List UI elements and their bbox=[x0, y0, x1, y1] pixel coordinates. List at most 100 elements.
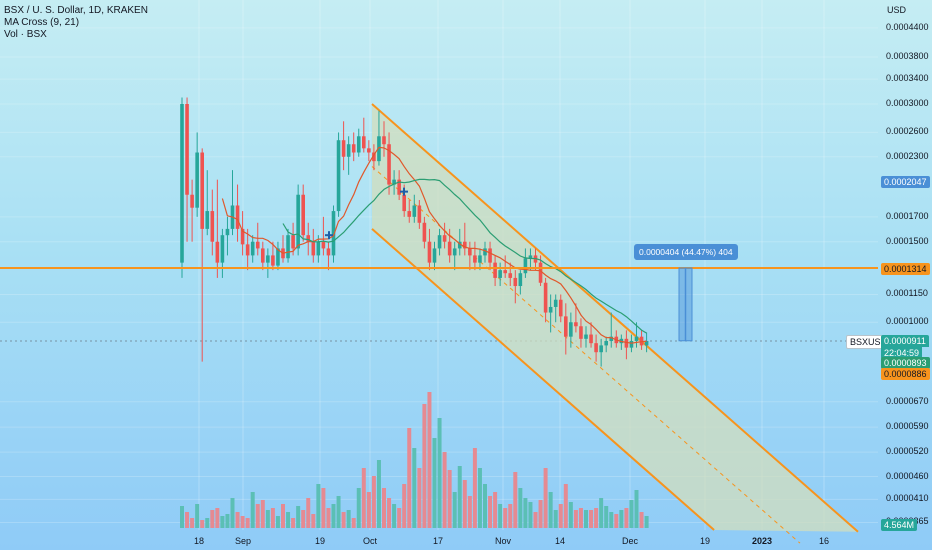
price-tick-label: 0.0000590 bbox=[886, 421, 929, 432]
candle-body bbox=[185, 104, 189, 195]
candle-body bbox=[437, 235, 442, 249]
volume-bar bbox=[437, 418, 442, 528]
descending-channel[interactable] bbox=[371, 103, 859, 544]
volume-bar bbox=[376, 460, 381, 528]
volume-bar bbox=[483, 484, 487, 528]
candle-body bbox=[346, 144, 351, 157]
volume-bar bbox=[639, 512, 644, 528]
time-tick-label: Sep bbox=[234, 536, 252, 546]
price-tick-label: 0.0001150 bbox=[886, 288, 928, 299]
price-tick-label: 0.0000670 bbox=[886, 395, 929, 406]
currency-label: USD bbox=[887, 5, 907, 15]
candle-body bbox=[634, 336, 639, 341]
time-tick-label: 16 bbox=[818, 536, 830, 546]
volume-legend[interactable]: Vol · BSX bbox=[4, 29, 47, 40]
candle-body bbox=[407, 211, 412, 217]
volume-bar bbox=[422, 404, 427, 528]
price-tick-label: 0.0001700 bbox=[886, 210, 929, 221]
candle-body bbox=[639, 336, 644, 346]
ma-slow-line bbox=[282, 178, 647, 334]
volume-bar bbox=[477, 468, 482, 528]
volume-bar bbox=[472, 448, 477, 528]
candle-body bbox=[594, 343, 598, 353]
volume-bar bbox=[250, 492, 255, 528]
candle-body bbox=[447, 241, 452, 256]
volume-bar bbox=[543, 468, 548, 528]
chart-legend: BSX / U. S. Dollar, 1D, KRAKEN MA Cross … bbox=[4, 5, 148, 41]
volume-bar bbox=[392, 504, 397, 528]
volume-bar bbox=[336, 496, 341, 528]
candle-body bbox=[609, 336, 614, 341]
volume-bar bbox=[180, 506, 184, 528]
candle-body bbox=[301, 194, 305, 236]
measure-label[interactable]: 0.0000404 (44.47%) 404 bbox=[634, 244, 738, 260]
candle-body bbox=[473, 255, 477, 263]
volume-bar bbox=[331, 504, 336, 528]
volume-bar bbox=[508, 504, 513, 528]
volume-bar bbox=[609, 512, 614, 528]
time-tick-label: 14 bbox=[554, 536, 566, 546]
candle-body bbox=[427, 241, 432, 263]
ma-slow-tag: 0.0000893 bbox=[881, 357, 930, 369]
volume-bar bbox=[387, 498, 392, 528]
volume-bar bbox=[195, 504, 200, 528]
ma-cross-legend[interactable]: MA Cross (9, 21) bbox=[4, 17, 80, 28]
candle-body bbox=[387, 144, 391, 185]
volume-bar bbox=[513, 472, 518, 528]
volume-bar bbox=[361, 468, 366, 528]
pane-high-tag: 0.0002047 bbox=[881, 176, 930, 188]
volume-bar bbox=[200, 520, 205, 528]
volume-bar bbox=[644, 516, 649, 528]
candle-body bbox=[316, 241, 321, 256]
candle-body bbox=[377, 136, 381, 162]
price-tick-label: 0.0002300 bbox=[886, 150, 929, 161]
candle-body bbox=[356, 136, 361, 153]
volume-bar bbox=[407, 428, 412, 528]
volume-bar bbox=[296, 506, 301, 528]
volume-bar bbox=[457, 466, 462, 528]
volume-bar bbox=[397, 508, 402, 528]
ma-fast-line bbox=[221, 146, 647, 344]
candle-body bbox=[180, 104, 184, 263]
candle-body bbox=[382, 136, 386, 145]
candle-body bbox=[432, 248, 437, 263]
candle-body bbox=[276, 248, 280, 266]
volume-bar bbox=[265, 510, 270, 528]
volume-bar bbox=[351, 518, 356, 528]
volume-bar bbox=[326, 508, 331, 528]
volume-bar bbox=[447, 470, 452, 528]
volume-bar bbox=[321, 488, 326, 528]
time-tick-label: Oct bbox=[362, 536, 378, 546]
candle-body bbox=[372, 152, 376, 162]
candle-body bbox=[271, 255, 275, 266]
volume-bar bbox=[286, 512, 291, 528]
volume-bar bbox=[619, 510, 624, 528]
volume-bar bbox=[523, 498, 528, 528]
volume-bar bbox=[568, 502, 573, 528]
volume-bar bbox=[190, 518, 195, 528]
volume-bar bbox=[467, 496, 472, 528]
price-tick-label: 0.0000520 bbox=[886, 446, 929, 457]
candle-body bbox=[457, 241, 462, 249]
volume-bar bbox=[528, 502, 533, 528]
candle-body bbox=[483, 248, 487, 256]
candle-body bbox=[245, 244, 250, 256]
chart-overlays[interactable] bbox=[0, 187, 878, 342]
candle-body bbox=[240, 228, 245, 245]
moving-averages bbox=[221, 146, 647, 344]
candle-body bbox=[417, 205, 422, 223]
candle-body bbox=[523, 258, 528, 274]
volume-bar bbox=[311, 514, 316, 528]
candle-body bbox=[629, 340, 634, 348]
volume-bar bbox=[230, 498, 235, 528]
candle-body bbox=[493, 262, 497, 278]
volume-bar bbox=[316, 484, 321, 528]
time-tick-label: 2023 bbox=[751, 536, 773, 546]
candle-body bbox=[190, 194, 194, 208]
volume-bar bbox=[245, 518, 250, 528]
volume-bar bbox=[503, 508, 508, 528]
symbol-title[interactable]: BSX / U. S. Dollar, 1D, KRAKEN bbox=[4, 5, 148, 16]
candle-body bbox=[412, 205, 417, 217]
candle-body bbox=[548, 306, 553, 313]
